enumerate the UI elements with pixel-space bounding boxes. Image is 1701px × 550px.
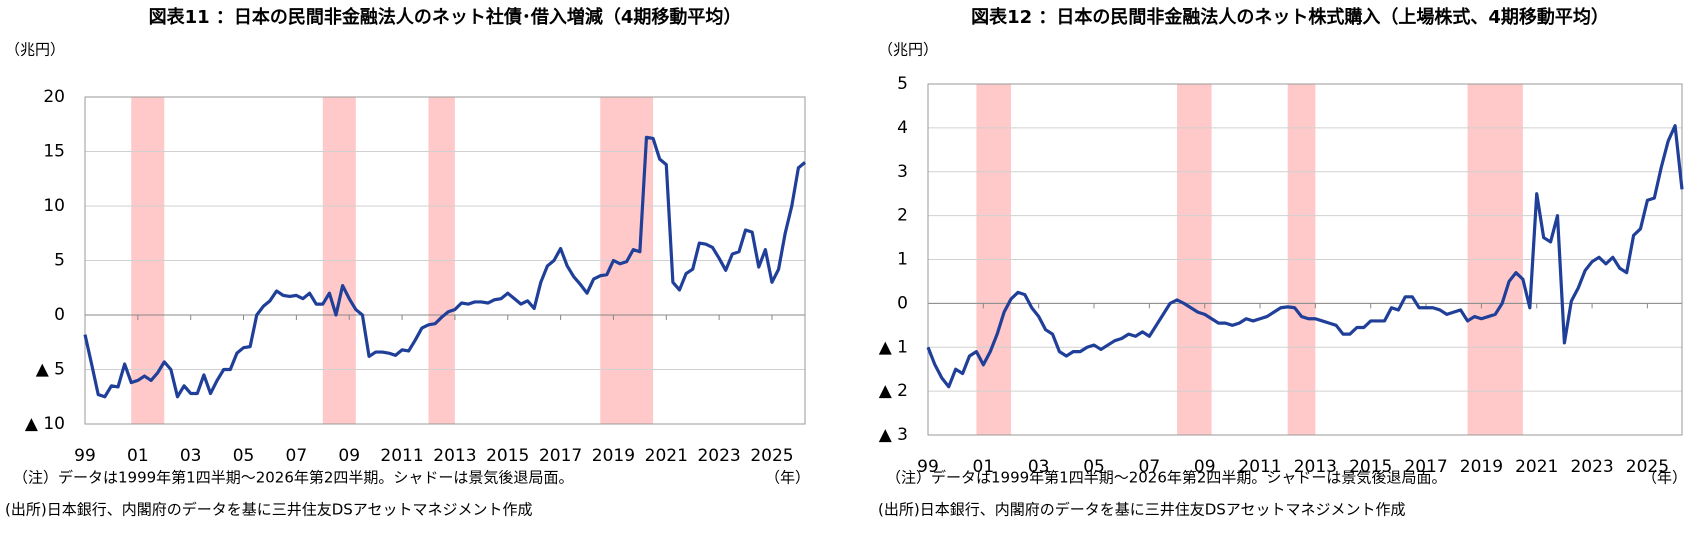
y-tick-label: 5 [897,74,908,94]
x-tick-label: 99 [917,457,939,477]
x-tick-label: 2021 [645,446,688,466]
y-tick-label: ▲ 10 [25,414,65,434]
plot-frame [84,96,806,425]
x-tick-label: 09 [338,446,360,466]
source: (出所)日本銀行、内閣府のデータを基に三井住友DSアセットマネジメント作成 [5,501,532,519]
x-tick-label: 03 [180,446,202,466]
x-tick-label: 07 [1139,457,1161,477]
y-tick-label: 0 [54,305,65,325]
x-tick-label: 99 [74,446,96,466]
unit-label: （兆円） [5,41,65,59]
x-tick-label: 05 [1083,457,1105,477]
x-tick-label: 2021 [1515,457,1558,477]
y-tick-label: 0 [897,293,908,313]
y-tick-label: 2 [897,206,908,226]
y-tick-label: ▲ 3 [879,425,908,445]
y-tick-label: 4 [897,118,908,138]
x-tick-label: 07 [286,446,308,466]
x-tick-label: 01 [973,457,995,477]
x-tick-label: 2015 [486,446,529,466]
y-tick-label: ▲ 5 [36,360,65,380]
x-tick-label: 05 [233,446,255,466]
y-tick-label: 15 [43,142,65,162]
x-tick-label: 2013 [1294,457,1337,477]
x-tick-label: 03 [1028,457,1050,477]
y-tick-label: 10 [43,196,65,216]
data-line [83,135,807,399]
source: (出所)日本銀行、内閣府のデータを基に三井住友DSアセットマネジメント作成 [878,501,1405,519]
x-tick-label: 2025 [1626,457,1669,477]
chart-title: 図表11 ：日本の民間非金融法人のネット社債･借入増減（4期移動平均） [149,6,742,28]
y-tick-label: 1 [897,250,908,270]
x-tick-label: 2011 [1238,457,1281,477]
x-tick-label: 2019 [592,446,635,466]
x-tick-label: 2013 [433,446,476,466]
x-tick-label: 2017 [539,446,582,466]
y-tick-label: 5 [54,251,65,271]
x-tick-label: 01 [127,446,149,466]
y-tick-label: 20 [43,87,65,107]
x-tick-label: 2015 [1349,457,1392,477]
x-tick-label: 2019 [1460,457,1503,477]
x-tick-label: 2011 [380,446,423,466]
x-tick-label: 2017 [1404,457,1447,477]
x-tick-label: 2025 [750,446,793,466]
x-tick-label: 2023 [1570,457,1613,477]
x-unit: （年） [1642,469,1687,487]
x-tick-label: 2023 [697,446,740,466]
y-tick-label: 3 [897,162,908,182]
unit-label: （兆円） [878,41,938,59]
y-tick-label: ▲ 1 [879,337,908,357]
x-tick-label: 09 [1194,457,1216,477]
note: （注）データは1999年第1四半期～2026年第2四半期。シャドーは景気後退局面… [13,469,573,487]
note: （注）データは1999年第1四半期～2026年第2四半期。シャドーは景気後退局面… [886,469,1446,487]
plot-frame [927,83,1683,436]
chart-title: 図表12 ：日本の民間非金融法人のネット株式購入（上場株式、4期移動平均） [971,6,1609,28]
data-line [926,124,1684,389]
x-unit: （年） [765,469,810,487]
y-tick-label: ▲ 2 [879,381,908,401]
